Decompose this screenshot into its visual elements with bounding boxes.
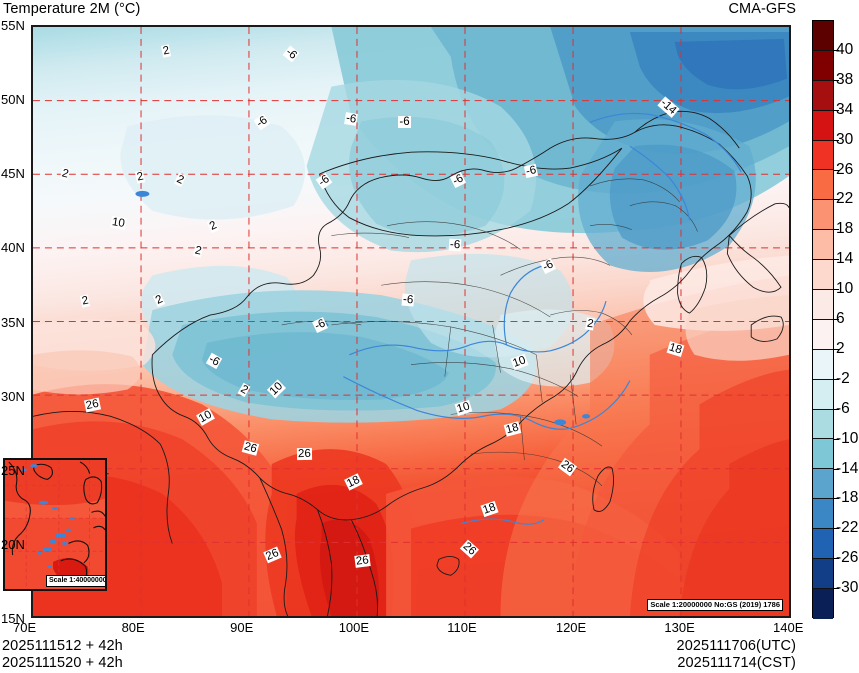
colorbar-tick-mark: [834, 49, 839, 51]
lat-tick-label: 40N: [1, 240, 25, 256]
init-time-cst: 2025111520 + 42h: [2, 655, 123, 671]
contour-label: 26: [354, 553, 371, 568]
lat-tick-label: 45N: [1, 166, 25, 182]
colorbar-tick-label: 6: [836, 310, 845, 327]
map-scale-label: Scale 1:20000000 No:GS (2019) 1786: [647, 599, 783, 611]
colorbar-tick-label: -18: [836, 489, 859, 507]
colorbar-tick-mark: [834, 79, 839, 81]
valid-time-utc: 2025111706(UTC): [676, 638, 796, 654]
colorbar-tick-labels: 40 38 34 30 26 22 18 14 10 6 2 -2 -6 -10 -14 -18 -22 -26 -…: [836, 20, 859, 618]
colorbar-tick-mark: [834, 408, 839, 410]
colorbar-tick-mark: [834, 588, 839, 590]
colorbar-tick-mark: [834, 199, 839, 201]
colorbar-swatch: [813, 409, 833, 440]
colorbar[interactable]: [812, 20, 834, 619]
colorbar-swatch: [813, 349, 833, 380]
colorbar-tick-label: 38: [836, 70, 854, 88]
contour-label: 10: [109, 215, 127, 230]
colorbar-swatch: [813, 200, 833, 231]
south-china-sea-inset[interactable]: Scale 1:40000000: [3, 458, 107, 591]
lon-tick-label: 110E: [447, 620, 477, 635]
lat-tick-label: 30N: [1, 388, 25, 404]
colorbar-swatch: [813, 379, 833, 410]
colorbar-tick-label: -10: [836, 429, 859, 447]
colorbar-swatch: [813, 439, 833, 470]
colorbar-tick-label: 18: [836, 220, 854, 238]
colorbar-tick-label: 26: [836, 160, 854, 178]
lat-tick-label: 50N: [1, 92, 25, 108]
colorbar-tick-mark: [834, 139, 839, 141]
colorbar-swatch: [813, 170, 833, 201]
colorbar-tick-label: -2: [836, 369, 850, 387]
colorbar-swatch: [813, 80, 833, 111]
colorbar-swatch: [813, 319, 833, 350]
colorbar-tick-label: -22: [836, 519, 859, 537]
colorbar-tick-label: 10: [836, 280, 854, 298]
colorbar-tick-mark: [834, 259, 839, 261]
colorbar-swatch: [813, 140, 833, 171]
colorbar-tick-label: 2: [836, 339, 845, 357]
contour-label: -6: [398, 115, 411, 128]
lat-tick-label: 25N: [1, 462, 25, 478]
colorbar-swatch: [813, 529, 833, 560]
valid-time-cst: 2025111714(CST): [677, 655, 796, 671]
colorbar-tick-label: 22: [836, 190, 854, 208]
contour-label: -6: [401, 293, 415, 307]
lat-tick-label: 55N: [1, 18, 25, 33]
lon-tick-label: 90E: [230, 620, 254, 635]
colorbar-tick-mark: [834, 289, 839, 291]
lon-tick-label: 70E: [13, 620, 37, 635]
colorbar-tick-label: -6: [836, 399, 850, 417]
colorbar-tick-mark: [834, 378, 839, 380]
lon-tick-label: 80E: [121, 620, 145, 635]
model-label: CMA-GFS: [728, 1, 796, 17]
lat-tick-label: 20N: [1, 536, 25, 552]
lon-tick-label: 140E: [773, 620, 804, 635]
colorbar-swatch: [813, 559, 833, 589]
colorbar-tick-label: 40: [836, 40, 854, 58]
colorbar-swatch: [813, 21, 833, 51]
colorbar-tick-mark: [834, 558, 839, 560]
colorbar-tick-mark: [834, 468, 839, 470]
lat-tick-label: 15N: [1, 611, 25, 626]
contour-label: 26: [297, 447, 313, 461]
colorbar-swatch: [813, 260, 833, 291]
colorbar-swatch: [813, 499, 833, 530]
colorbar-tick-mark: [834, 348, 839, 350]
colorbar-tick-mark: [834, 319, 839, 320]
colorbar-tick-mark: [834, 438, 839, 440]
contour-label: -6: [344, 112, 359, 126]
lon-tick-label: 100E: [338, 620, 370, 635]
colorbar-swatch: [813, 50, 833, 81]
lat-tick-label: 35N: [1, 314, 25, 330]
longitude-axis: 70E 80E 90E 100E 110E 120E 130E 140E: [0, 620, 859, 638]
colorbar-tick-mark: [834, 498, 839, 500]
contour-label: 2: [134, 169, 146, 184]
colorbar-tick-mark: [834, 528, 839, 530]
colorbar-swatch: [813, 230, 833, 261]
colorbar-tick-label: 30: [836, 130, 854, 148]
colorbar-swatch: [813, 588, 833, 619]
colorbar-tick-label: 34: [836, 100, 854, 118]
contour-label: -6: [449, 238, 463, 252]
lon-tick-label: 130E: [664, 620, 695, 635]
colorbar-swatch: [813, 469, 833, 500]
colorbar-tick-label: 14: [836, 250, 854, 268]
colorbar-tick-label: -14: [836, 459, 859, 477]
init-time-utc: 2025111512 + 42h: [2, 638, 123, 654]
colorbar-tick-mark: [834, 229, 839, 231]
colorbar-tick-mark: [834, 109, 839, 111]
colorbar-tick-label: -30: [836, 579, 859, 597]
colorbar-swatch: [813, 290, 833, 320]
lon-tick-label: 120E: [555, 620, 587, 635]
colorbar-tick-label: -26: [836, 549, 859, 567]
inset-scale-label: Scale 1:40000000: [46, 575, 105, 587]
temperature-field: [33, 27, 789, 616]
colorbar-swatch: [813, 110, 833, 141]
colorbar-tick-mark: [834, 169, 839, 171]
page-title: Temperature 2M (°C): [3, 1, 141, 17]
